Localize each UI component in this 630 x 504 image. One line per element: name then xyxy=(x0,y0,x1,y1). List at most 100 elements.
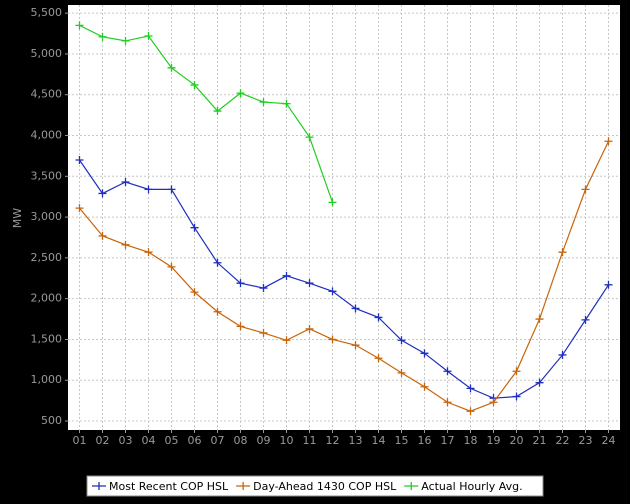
point-marker xyxy=(144,185,153,194)
point-marker xyxy=(397,368,406,377)
x-tick-label: 03 xyxy=(119,434,133,447)
x-tick-label: 24 xyxy=(602,434,616,447)
point-marker xyxy=(236,322,245,331)
point-marker xyxy=(397,336,406,345)
x-tick-label: 16 xyxy=(418,434,432,447)
x-tick-label: 07 xyxy=(211,434,225,447)
y-tick-label: 3,000 xyxy=(31,210,63,223)
legend-item: Day-Ahead 1430 COP HSL xyxy=(236,480,397,493)
legend-label: Actual Hourly Avg. xyxy=(421,480,522,493)
x-tick-label: 04 xyxy=(142,434,156,447)
point-marker xyxy=(328,335,337,344)
point-marker xyxy=(581,185,590,194)
point-marker xyxy=(558,248,567,257)
x-tick-label: 22 xyxy=(556,434,570,447)
legend-label: Day-Ahead 1430 COP HSL xyxy=(253,480,397,493)
y-tick-label: 4,000 xyxy=(31,129,63,142)
x-tick-label: 20 xyxy=(510,434,524,447)
point-marker xyxy=(558,350,567,359)
legend xyxy=(86,475,544,497)
point-marker xyxy=(282,336,291,345)
y-tick-label: 1,500 xyxy=(31,332,63,345)
point-marker xyxy=(121,240,130,249)
point-marker xyxy=(75,21,84,30)
point-marker xyxy=(305,133,314,142)
legend-item: Actual Hourly Avg. xyxy=(404,480,523,493)
x-tick-label: 13 xyxy=(349,434,363,447)
point-marker xyxy=(190,288,199,297)
x-tick-label: 18 xyxy=(464,434,478,447)
point-marker xyxy=(167,262,176,271)
point-marker xyxy=(213,258,222,267)
point-marker xyxy=(466,384,475,393)
point-marker xyxy=(236,89,245,98)
point-marker xyxy=(190,80,199,89)
x-tick-label: 05 xyxy=(165,434,179,447)
point-marker xyxy=(144,248,153,257)
point-marker xyxy=(190,223,199,232)
point-marker xyxy=(98,32,107,41)
point-marker xyxy=(604,280,613,289)
legend-marker xyxy=(92,482,106,490)
point-marker xyxy=(282,271,291,280)
point-marker xyxy=(351,304,360,313)
point-marker xyxy=(167,63,176,72)
point-marker xyxy=(374,313,383,322)
y-tick-label: 4,500 xyxy=(31,88,63,101)
x-tick-label: 09 xyxy=(257,434,271,447)
point-marker xyxy=(144,31,153,40)
point-marker xyxy=(351,341,360,350)
legend-marker xyxy=(404,482,419,490)
y-tick-label: 1,000 xyxy=(31,373,63,386)
point-marker xyxy=(213,107,222,116)
point-marker xyxy=(98,231,107,240)
x-tick-label: 17 xyxy=(441,434,455,447)
point-marker xyxy=(535,315,544,324)
point-marker xyxy=(75,155,84,164)
x-tick-label: 14 xyxy=(372,434,386,447)
y-tick-label: 3,500 xyxy=(31,169,63,182)
point-marker xyxy=(535,378,544,387)
point-marker xyxy=(420,382,429,391)
x-tick-label: 23 xyxy=(579,434,593,447)
point-marker xyxy=(604,137,613,146)
legend-marker xyxy=(236,482,251,490)
x-tick-label: 12 xyxy=(326,434,340,447)
point-marker xyxy=(98,189,107,198)
point-marker xyxy=(512,367,521,376)
x-tick-label: 21 xyxy=(533,434,547,447)
x-tick-label: 02 xyxy=(96,434,110,447)
series-line xyxy=(79,140,610,412)
point-marker xyxy=(466,407,475,416)
y-axis-label: MW xyxy=(11,208,24,228)
point-marker xyxy=(512,392,521,401)
x-tick-label: 01 xyxy=(73,434,87,447)
point-marker xyxy=(489,398,498,407)
series-line xyxy=(79,24,334,203)
point-marker xyxy=(259,98,268,107)
x-tick-label: 15 xyxy=(395,434,409,447)
x-tick-label: 11 xyxy=(303,434,317,447)
y-tick-label: 2,500 xyxy=(31,251,63,264)
point-marker xyxy=(328,198,337,207)
point-marker xyxy=(305,279,314,288)
point-marker xyxy=(282,99,291,108)
x-tick-label: 08 xyxy=(234,434,248,447)
legend-label: Most Recent COP HSL xyxy=(109,480,229,493)
point-marker xyxy=(75,204,84,213)
x-tick-label: 06 xyxy=(188,434,202,447)
y-tick-label: 500 xyxy=(41,414,62,427)
point-marker xyxy=(328,287,337,296)
point-marker xyxy=(420,349,429,358)
point-marker xyxy=(443,367,452,376)
y-tick-label: 2,000 xyxy=(31,292,63,305)
point-marker xyxy=(305,324,314,333)
point-marker xyxy=(581,315,590,324)
legend-item: Most Recent COP HSL xyxy=(92,480,229,493)
point-marker xyxy=(374,354,383,363)
point-marker xyxy=(213,307,222,316)
y-tick-label: 5,000 xyxy=(31,47,63,60)
point-marker xyxy=(167,185,176,194)
point-marker xyxy=(121,36,130,45)
